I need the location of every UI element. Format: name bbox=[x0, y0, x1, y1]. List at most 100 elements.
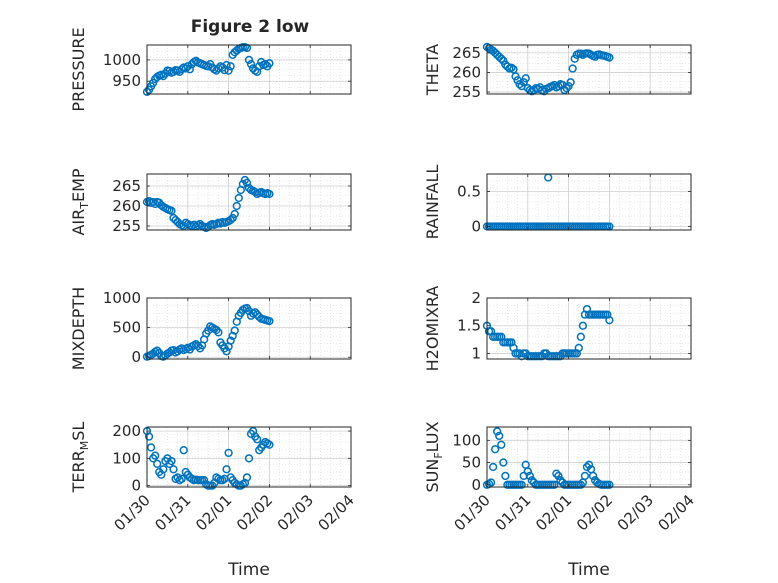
y-tick-label: 265 bbox=[452, 44, 481, 62]
axes-box bbox=[146, 426, 352, 488]
y-tick-label: 950 bbox=[112, 72, 141, 90]
data-point bbox=[588, 471, 598, 481]
subplot-rainfall: 0 0.5 RAINFALL bbox=[423, 165, 692, 240]
data-point bbox=[493, 427, 502, 436]
data-point bbox=[582, 462, 592, 472]
data-point bbox=[234, 193, 243, 203]
x-axis-label: Time bbox=[567, 560, 610, 580]
data-point bbox=[584, 460, 594, 469]
data-point bbox=[232, 201, 241, 211]
data-point bbox=[515, 80, 524, 89]
data-point bbox=[488, 462, 498, 472]
data-point bbox=[226, 215, 235, 225]
data-point bbox=[232, 46, 241, 55]
data-point bbox=[228, 213, 237, 223]
data-point bbox=[159, 465, 168, 474]
axes-box bbox=[146, 173, 352, 231]
data-point bbox=[212, 325, 221, 335]
data-point bbox=[220, 65, 229, 75]
data-point bbox=[556, 476, 565, 485]
y-tick-label: 200 bbox=[112, 422, 141, 440]
data-point bbox=[499, 458, 508, 467]
y-tick-label: 255 bbox=[112, 217, 141, 235]
y-axis-label: PRESSURE bbox=[69, 27, 88, 111]
x-tick-label: 02/02 bbox=[573, 491, 616, 534]
y-tick-label: 260 bbox=[452, 63, 481, 81]
data-point bbox=[169, 465, 178, 474]
y-tick-label: 255 bbox=[452, 83, 481, 101]
data-point bbox=[523, 467, 532, 476]
data-point bbox=[568, 64, 577, 73]
y-axis-label: TERRMSL bbox=[69, 422, 91, 494]
data-point bbox=[576, 332, 585, 341]
subplot-pressure: 950 1000 PRESSURE bbox=[69, 27, 352, 112]
data-point bbox=[181, 64, 190, 73]
x-tick-label: 02/04 bbox=[655, 491, 698, 534]
x-tick-label: 01/31 bbox=[151, 491, 194, 534]
x-tick-label: 02/03 bbox=[274, 491, 317, 534]
data-point bbox=[153, 346, 162, 355]
x-tick-label: 02/04 bbox=[315, 491, 358, 534]
y-tick-label: 260 bbox=[112, 197, 141, 215]
y-axis-label: RAINFALL bbox=[423, 165, 442, 240]
x-tick-label: 02/01 bbox=[532, 491, 575, 534]
data-point bbox=[179, 446, 188, 455]
y-tick-label: 0 bbox=[471, 218, 481, 236]
x-axis-label: Time bbox=[227, 560, 270, 580]
data-point bbox=[261, 60, 270, 69]
data-point bbox=[495, 431, 504, 441]
data-point bbox=[238, 179, 248, 189]
data-point bbox=[230, 326, 239, 335]
data-point bbox=[552, 469, 561, 478]
data-point bbox=[242, 178, 252, 187]
axes-box bbox=[146, 44, 352, 95]
y-tick-label: 50 bbox=[462, 454, 481, 472]
y-tick-label: 265 bbox=[112, 177, 141, 195]
axes-box bbox=[146, 297, 352, 360]
data-point bbox=[250, 308, 260, 317]
data-point bbox=[265, 316, 274, 326]
x-tick-label: 01/30 bbox=[451, 491, 494, 534]
data-point bbox=[226, 336, 235, 345]
y-tick-label: 0 bbox=[131, 477, 141, 495]
data-point bbox=[580, 471, 590, 481]
y-tick-label: 1000 bbox=[103, 51, 141, 69]
data-point bbox=[228, 331, 237, 341]
data-point bbox=[226, 62, 235, 71]
data-point bbox=[566, 78, 575, 87]
y-axis-label: H2OMIXRA bbox=[423, 286, 442, 372]
data-point bbox=[578, 321, 588, 330]
data-point bbox=[146, 443, 156, 452]
data-point bbox=[242, 473, 252, 482]
y-tick-label: 0 bbox=[471, 476, 481, 494]
y-axis-label: MIXDEPTH bbox=[69, 287, 88, 370]
data-point bbox=[574, 343, 583, 353]
subplot-sun-flux: 0 50 100 SUNFLUX 01/3001/3102/0102/0202/0302… bbox=[423, 421, 698, 580]
y-tick-label: 100 bbox=[112, 449, 141, 467]
data-point bbox=[222, 347, 231, 356]
data-point bbox=[253, 435, 262, 444]
x-tick-label: 02/03 bbox=[614, 491, 657, 534]
data-point bbox=[224, 66, 233, 75]
data-point bbox=[507, 63, 516, 72]
data-point bbox=[521, 74, 530, 83]
data-point bbox=[509, 65, 518, 74]
data-point bbox=[605, 480, 614, 489]
data-point bbox=[214, 328, 223, 337]
data-point bbox=[265, 440, 274, 449]
axes-box bbox=[486, 426, 692, 488]
data-point bbox=[167, 456, 176, 466]
data-point bbox=[501, 471, 510, 481]
data-point bbox=[265, 189, 274, 199]
data-point bbox=[222, 465, 231, 474]
data-point bbox=[576, 480, 585, 489]
data-point bbox=[185, 65, 194, 74]
figure-title: Figure 2 low bbox=[191, 17, 310, 37]
y-tick-label: 100 bbox=[452, 431, 481, 449]
y-axis-label: THETA bbox=[423, 44, 442, 96]
x-tick-label: 02/02 bbox=[233, 491, 276, 534]
data-point bbox=[193, 341, 203, 351]
data-point bbox=[486, 478, 496, 487]
data-point bbox=[527, 476, 537, 485]
